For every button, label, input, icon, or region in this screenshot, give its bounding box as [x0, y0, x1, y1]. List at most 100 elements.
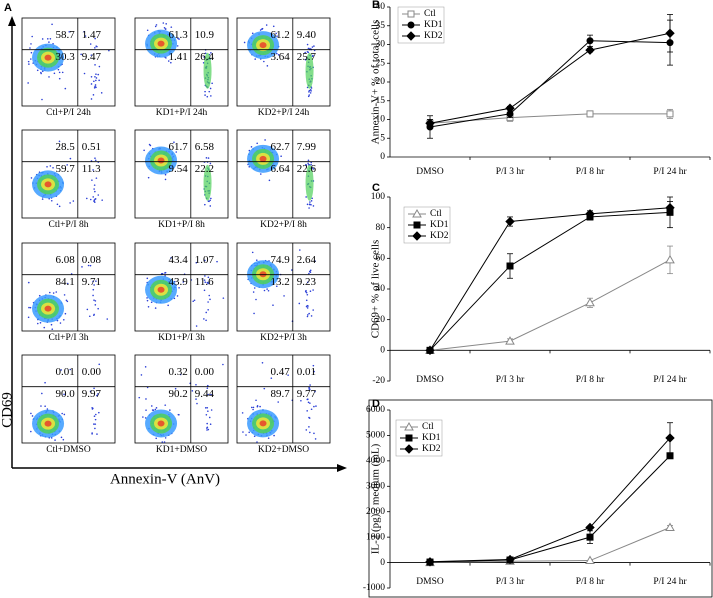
event-dot: [252, 406, 255, 409]
quadrant-value: 6.58: [195, 141, 215, 153]
event-dot: [50, 437, 53, 439]
event-dot: [144, 366, 147, 368]
event-dot: [94, 37, 96, 40]
series: [426, 108, 674, 128]
quadrant-value: 9.77: [297, 388, 317, 400]
event-dot: [275, 32, 277, 35]
density-core: [44, 305, 52, 312]
event-dot: [46, 38, 49, 40]
y-tick-label: 2000: [366, 507, 385, 517]
quadrant-value: 9.97: [82, 388, 102, 400]
event-dot: [163, 441, 166, 443]
flow-plot: 0.47 0.01 89.7 9.77 KD2+DMSO: [236, 354, 331, 455]
event-dot: [208, 90, 211, 93]
event-dot: [164, 404, 167, 406]
panel-caption: KD2+P/I 8h: [260, 220, 307, 230]
y-tick-label: 100: [371, 192, 386, 202]
flow-plot: 62.7 7.99 6.64 22.6 KD2+P/I 8h: [236, 129, 331, 230]
event-dot: [52, 292, 55, 294]
event-dot: [27, 281, 30, 284]
series: [425, 522, 675, 567]
event-dot: [94, 423, 97, 425]
event-dot: [204, 52, 207, 55]
event-dot: [263, 289, 266, 292]
event-dot: [206, 95, 209, 98]
event-dot: [306, 315, 309, 318]
flow-plot: 0.32 0.00 90.2 9.44 KD1+DMSO: [134, 354, 229, 455]
quadrant-value: 90.0: [56, 388, 76, 400]
quadrant-value: 6.64: [271, 163, 291, 175]
event-dot: [66, 164, 68, 166]
x-tick-label: P/I 8 hr: [576, 167, 605, 177]
event-dot: [94, 75, 96, 78]
event-dot: [280, 155, 282, 158]
event-dot: [313, 432, 315, 435]
event-dot: [51, 23, 53, 26]
event-dot: [210, 197, 212, 200]
quadrant-value: 9.54: [169, 163, 189, 175]
event-dot: [209, 87, 212, 90]
event-dot: [160, 273, 163, 275]
event-dot: [94, 157, 96, 159]
arrow-head: [8, 16, 16, 26]
event-dot: [277, 401, 279, 403]
series-line: [429, 207, 671, 351]
event-dot: [148, 143, 151, 146]
event-dot: [60, 369, 63, 371]
event-dot: [97, 194, 100, 196]
quadrant-value: 11.6: [195, 276, 214, 288]
event-dot: [195, 325, 198, 327]
event-dot: [204, 90, 206, 93]
event-dot: [268, 179, 271, 182]
quadrant-value: 9.40: [297, 29, 317, 41]
event-dot: [28, 306, 30, 309]
event-dot: [308, 272, 310, 275]
event-dot: [164, 28, 167, 30]
point: [665, 522, 675, 531]
event-dot: [84, 35, 87, 37]
event-dot: [267, 289, 270, 292]
event-dot: [256, 441, 258, 443]
event-dot: [89, 198, 92, 201]
plot-frame: [236, 129, 331, 219]
event-dot: [91, 408, 94, 410]
event-dot: [306, 398, 309, 401]
point: [585, 522, 595, 533]
event-dot: [90, 98, 93, 100]
quadrant-value: 22.2: [195, 163, 214, 175]
event-dot: [312, 54, 314, 57]
event-dot: [48, 41, 50, 43]
event-dot: [162, 22, 165, 24]
event-dot: [308, 386, 310, 389]
y-tick-label: 25: [376, 58, 386, 68]
panel-label: C: [372, 182, 380, 194]
event-dot: [209, 199, 211, 202]
y-tick-label: 20: [376, 315, 386, 325]
event-dot: [275, 285, 278, 288]
event-dot: [154, 408, 157, 411]
legend-label: Ctl: [422, 422, 434, 432]
legend-box: [397, 6, 445, 44]
quadrant-value: 61.3: [169, 29, 189, 41]
event-dot: [306, 307, 309, 309]
event-dot: [178, 413, 180, 416]
y-tick-label: 10: [376, 115, 386, 125]
flow-plot: 61.2 9.40 3.64 25.7 KD2+P/I 24h: [236, 17, 331, 118]
event-dot: [253, 312, 255, 315]
event-dot: [93, 87, 96, 89]
plot-frame: [236, 242, 331, 332]
event-dot: [68, 30, 71, 33]
event-dot: [48, 76, 50, 78]
event-dot: [28, 63, 30, 65]
event-dot: [165, 23, 167, 25]
event-dot: [310, 163, 312, 166]
event-dot: [174, 387, 177, 390]
legend-marker: [406, 31, 416, 41]
legend-marker: [412, 231, 422, 241]
event-dot: [72, 200, 75, 202]
event-dot: [51, 328, 54, 331]
event-dot: [242, 431, 244, 433]
event-dot: [93, 188, 95, 190]
legend-marker: [404, 444, 414, 454]
event-dot: [43, 326, 46, 329]
